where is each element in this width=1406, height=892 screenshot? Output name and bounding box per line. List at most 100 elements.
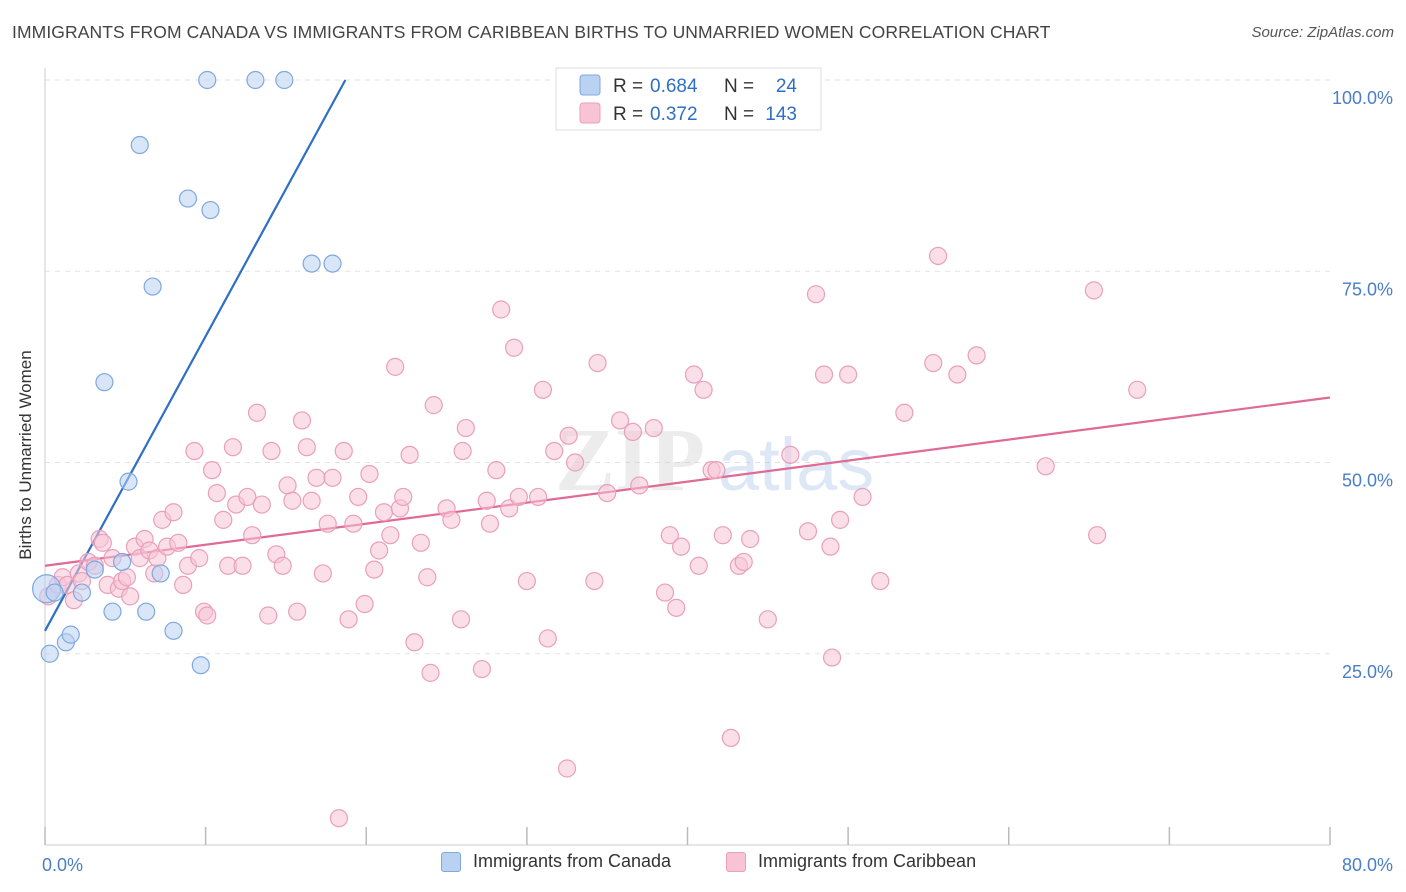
caribbean-point: [349, 487, 368, 507]
caribbean-point: [684, 365, 704, 384]
caribbean-point: [814, 365, 834, 384]
caribbean-point: [623, 422, 642, 441]
caribbean-point: [839, 365, 858, 384]
canada-point: [137, 602, 156, 621]
caribbean-point: [190, 549, 209, 568]
canada-point: [151, 564, 170, 583]
caribbean-point: [207, 484, 226, 503]
caribbean-point: [302, 491, 321, 510]
bottom-legend: Immigrants from Canada Immigrants from C…: [0, 851, 1406, 879]
caribbean-points: [39, 246, 1147, 828]
caribbean-point: [174, 575, 193, 595]
legend-r-value: 0.684: [650, 76, 698, 97]
caribbean-point: [928, 246, 948, 266]
caribbean-point: [948, 365, 967, 384]
caribbean-point: [400, 445, 419, 464]
legend-swatch-caribbean: [579, 102, 601, 124]
canada-point: [72, 583, 92, 602]
caribbean-point: [344, 514, 363, 533]
canada-point: [275, 70, 294, 90]
caribbean-point: [895, 403, 914, 422]
caribbean-point: [644, 418, 663, 438]
caribbean-point: [243, 526, 262, 545]
caribbean-point: [707, 461, 726, 480]
canada-point: [119, 472, 138, 491]
caribbean-point: [871, 571, 890, 591]
canada-point: [323, 254, 342, 273]
caribbean-point: [355, 594, 374, 614]
caribbean-point: [238, 487, 257, 507]
legend-label-caribbean: Immigrants from Caribbean: [758, 851, 977, 871]
axes: [44, 68, 1331, 846]
caribbean-point: [223, 438, 243, 457]
caribbean-point: [334, 441, 353, 461]
canada-point: [112, 552, 132, 572]
caribbean-point: [374, 503, 394, 522]
canada-point: [178, 189, 198, 208]
y-tick-label: 100.0%: [1332, 88, 1393, 108]
caribbean-point: [247, 403, 267, 422]
canada-trend-line: [44, 79, 347, 632]
canada-point: [130, 135, 149, 155]
caribbean-point: [822, 648, 842, 667]
canada-point: [85, 560, 104, 579]
caribbean-point: [1128, 380, 1147, 399]
caribbean-point: [164, 503, 183, 522]
y-tick-label: 25.0%: [1342, 662, 1393, 682]
caribbean-point: [394, 487, 413, 507]
legend-r-value: 0.372: [650, 104, 698, 125]
caribbean-point: [307, 468, 326, 487]
canada-point: [201, 200, 220, 220]
legend-n-value: 143: [765, 104, 797, 125]
legend-swatch-canada: [441, 851, 461, 872]
caribbean-point: [509, 487, 528, 507]
caribbean-point: [806, 285, 826, 304]
caribbean-point: [480, 514, 500, 533]
caribbean-point: [598, 484, 617, 503]
caribbean-point: [741, 529, 760, 549]
legend-box: R = 0.684 N = 24 R = 0.372 N = 143: [555, 67, 822, 131]
caribbean-point: [667, 598, 686, 617]
caribbean-point: [713, 526, 732, 545]
caribbean-point: [694, 380, 713, 399]
caribbean-point: [798, 522, 818, 541]
caribbean-point: [853, 487, 872, 507]
caribbean-point: [545, 441, 564, 461]
caribbean-point: [318, 514, 337, 533]
caribbean-point: [924, 353, 943, 373]
caribbean-point: [559, 426, 578, 445]
caribbean-point: [1084, 281, 1103, 300]
caribbean-point: [517, 571, 536, 591]
caribbean-point: [758, 610, 777, 629]
caribbean-point: [781, 445, 800, 464]
canada-point: [302, 254, 321, 273]
caribbean-point: [821, 537, 840, 556]
legend-n-label: N =: [724, 104, 754, 125]
caribbean-point: [734, 552, 753, 572]
x-tick-label: 80.0%: [1342, 855, 1393, 875]
canada-point: [143, 277, 162, 296]
caribbean-point: [411, 533, 430, 552]
caribbean-point: [283, 491, 302, 510]
caribbean-point: [689, 556, 708, 575]
caribbean-point: [198, 606, 217, 625]
caribbean-point: [588, 353, 607, 373]
tick-labels: 25.0% 50.0% 75.0% 100.0% 0.0% 80.0%: [42, 88, 1393, 875]
caribbean-point: [418, 568, 437, 587]
caribbean-point: [386, 357, 405, 376]
canada-point: [61, 625, 80, 644]
caribbean-point: [492, 300, 511, 319]
caribbean-point: [297, 438, 316, 457]
legend-swatch-caribbean: [726, 851, 746, 872]
caribbean-point: [262, 441, 281, 461]
caribbean-point: [487, 461, 506, 480]
caribbean-point: [477, 491, 496, 510]
watermark-atlas: atlas: [718, 423, 874, 506]
chart-title: IMMIGRANTS FROM CANADA VS IMMIGRANTS FRO…: [12, 22, 1051, 42]
caribbean-point: [381, 526, 400, 545]
caribbean-point: [655, 583, 675, 602]
caribbean-point: [214, 510, 233, 529]
caribbean-point: [557, 759, 577, 778]
caribbean-point: [233, 556, 252, 575]
caribbean-point: [185, 441, 204, 461]
